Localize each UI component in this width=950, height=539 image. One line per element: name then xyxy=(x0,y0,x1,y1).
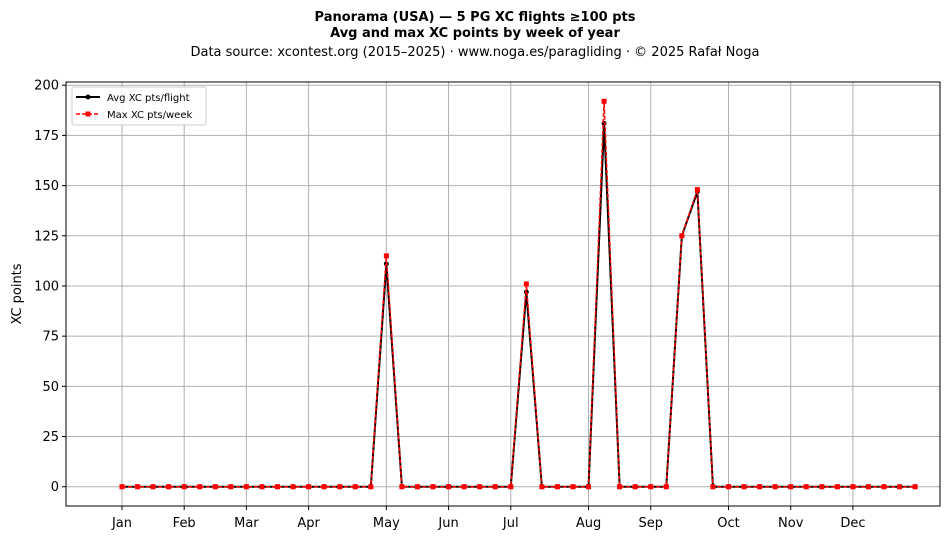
series-1-point xyxy=(679,233,685,239)
series-1-point xyxy=(399,484,405,490)
legend-box xyxy=(71,86,207,126)
x-tick-label: Feb xyxy=(173,516,196,531)
y-tick-label: 125 xyxy=(34,229,59,244)
series-1-point xyxy=(212,484,218,490)
chart-title: Panorama (USA) — 5 PG XC flights ≥100 pt… xyxy=(315,10,636,25)
series-1-point xyxy=(788,484,794,490)
series-1-point xyxy=(539,484,545,490)
series-1-point xyxy=(834,484,840,490)
x-tick-label: Jul xyxy=(502,516,519,531)
x-tick-label: Aug xyxy=(576,516,601,531)
series-1-point xyxy=(912,484,918,490)
x-tick-label: Mar xyxy=(234,516,259,531)
series-1-point xyxy=(694,187,700,193)
legend: Avg XC pts/flight Max XC pts/week xyxy=(71,86,207,126)
x-tick-label: Apr xyxy=(297,516,320,531)
plot-area-frame xyxy=(65,81,941,507)
series-line-0 xyxy=(121,122,916,488)
series-1-point xyxy=(554,484,560,490)
series-1-point xyxy=(321,484,327,490)
series-1-point xyxy=(181,484,187,490)
series-1-point xyxy=(897,484,903,490)
series-1-point xyxy=(508,484,514,490)
series-1-point xyxy=(243,484,249,490)
y-tick-label: 100 xyxy=(34,279,59,294)
series-1-point xyxy=(648,484,654,490)
ticks: 0 25 50 75 100 125 150 175 200 Jan Feb Mar Apr May Jun… xyxy=(34,79,865,531)
y-tick-label: 175 xyxy=(34,129,59,144)
series-1-point xyxy=(461,484,467,490)
legend-marker-avg xyxy=(85,94,91,100)
series xyxy=(119,98,918,490)
series-1-point xyxy=(166,484,172,490)
series-1-point xyxy=(135,484,141,490)
series-1-point xyxy=(523,281,529,287)
series-1-point xyxy=(803,484,809,490)
x-tick-label: Jan xyxy=(111,516,132,531)
chart-source-line: Data source: xcontest.org (2015–2025) · … xyxy=(190,45,759,60)
series-1-point xyxy=(197,484,203,490)
series-1-point xyxy=(446,484,452,490)
chart-subtitle: Avg and max XC points by week of year xyxy=(330,26,620,41)
series-1-point xyxy=(259,484,265,490)
series-1-point xyxy=(741,484,747,490)
series-1-point xyxy=(290,484,296,490)
series-1-point xyxy=(368,484,374,490)
series-1-point xyxy=(601,98,607,104)
series-1-point xyxy=(337,484,343,490)
series-1-point xyxy=(275,484,281,490)
x-tick-label: Sep xyxy=(638,516,663,531)
x-tick-label: Dec xyxy=(840,516,865,531)
x-tick-label: May xyxy=(373,516,400,531)
x-tick-label: Oct xyxy=(717,516,739,531)
series-1-point xyxy=(819,484,825,490)
series-1-point xyxy=(710,484,716,490)
series-1-point xyxy=(772,484,778,490)
series-1-point xyxy=(632,484,638,490)
series-1-point xyxy=(850,484,856,490)
series-1-point xyxy=(414,484,420,490)
y-tick-label: 75 xyxy=(42,330,59,345)
series-1-point xyxy=(228,484,234,490)
y-tick-label: 50 xyxy=(42,380,59,395)
series-1-point xyxy=(586,484,592,490)
series-1-point xyxy=(306,484,312,490)
series-1-point xyxy=(383,253,389,259)
series-1-point xyxy=(492,484,498,490)
series-1-point xyxy=(757,484,763,490)
series-0-point xyxy=(601,120,607,126)
series-1-point xyxy=(477,484,483,490)
legend-label-avg: Avg XC pts/flight xyxy=(107,93,190,104)
axes xyxy=(65,81,941,507)
series-1-point xyxy=(352,484,358,490)
series-1-point xyxy=(881,484,887,490)
y-axis-label: XC points xyxy=(10,263,25,324)
series-1-point xyxy=(430,484,436,490)
series-1-point xyxy=(570,484,576,490)
y-tick-label: 200 xyxy=(34,79,59,94)
y-tick-label: 25 xyxy=(42,430,59,445)
series-1-point xyxy=(725,484,731,490)
series-1-point xyxy=(865,484,871,490)
y-tick-label: 0 xyxy=(51,480,59,495)
x-tick-label: Nov xyxy=(778,516,804,531)
series-line-1 xyxy=(121,100,916,488)
grid xyxy=(66,82,940,506)
series-1-point xyxy=(119,484,125,490)
y-tick-label: 150 xyxy=(34,179,59,194)
x-tick-label: Jun xyxy=(437,516,458,531)
series-1-point xyxy=(663,484,669,490)
legend-marker-max xyxy=(85,111,91,117)
legend-label-max: Max XC pts/week xyxy=(107,110,192,121)
series-1-point xyxy=(150,484,156,490)
series-1-point xyxy=(617,484,623,490)
